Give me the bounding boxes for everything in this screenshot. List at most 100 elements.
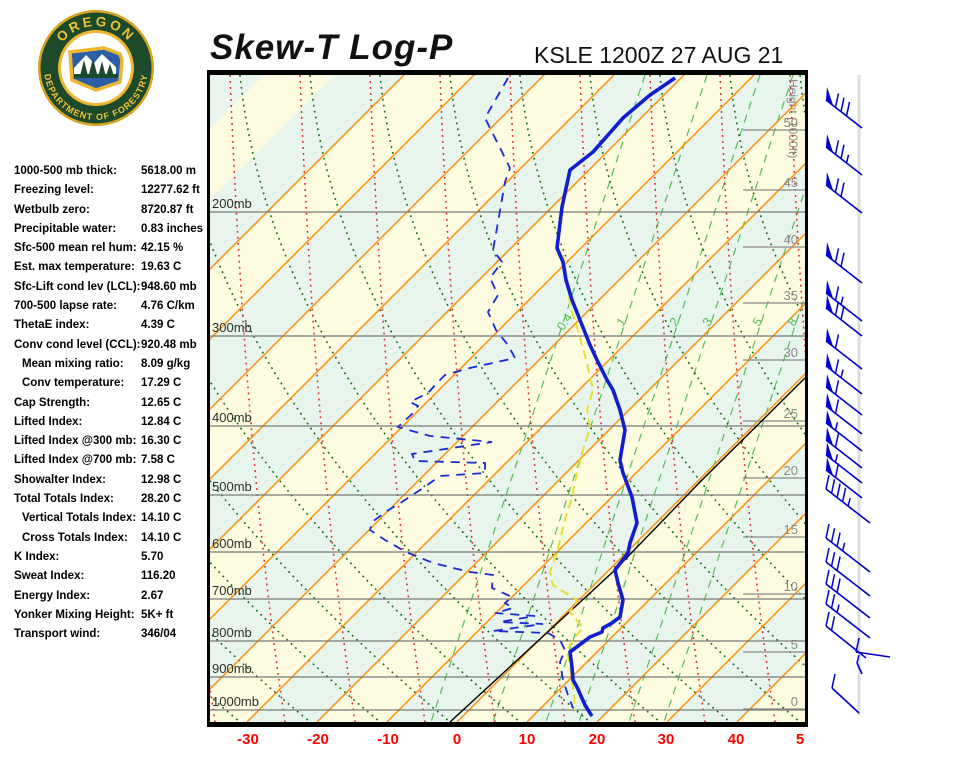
isotherm-line	[316, 233, 805, 722]
wind-barb-panel	[825, 75, 891, 715]
wind-barb	[825, 427, 863, 469]
index-label: Conv cond level (CCL):	[14, 338, 141, 351]
index-row: Lifted Index @300 mb: 16.30 C	[14, 433, 210, 452]
pressure-label: 400mb	[212, 410, 252, 425]
index-row: Lifted Index: 12.84 C	[14, 414, 210, 433]
wetbulb-profile	[548, 254, 595, 711]
moist-adiabat-line	[369, 75, 426, 722]
index-value: 116.20	[141, 570, 176, 583]
x-axis-label: 5	[795, 731, 805, 748]
index-value: 42.15 %	[141, 242, 184, 255]
pressure-label: 800mb	[212, 625, 252, 640]
isotherm-line	[246, 163, 805, 722]
station-datetime: KSLE 1200Z 27 AUG 21	[534, 42, 784, 68]
pressure-label: 700mb	[212, 583, 252, 598]
index-row: Freezing level: 12277.62 ft	[14, 182, 210, 201]
dry-adiabat-line	[659, 75, 805, 436]
odf-logo: OREGON DEPARTMENT OF FORESTRY	[38, 10, 154, 126]
index-row: Lifted Index @700 mb: 7.58 C	[14, 452, 210, 471]
index-row: Precipitable water: 0.83 inches	[14, 221, 210, 240]
isotherm-line	[526, 443, 805, 722]
index-label: Cap Strength:	[14, 396, 91, 409]
index-value: 12277.62 ft	[141, 184, 200, 197]
index-row: 700-500 lapse rate: 4.76 C/km	[14, 298, 210, 317]
wind-barb	[825, 474, 871, 524]
isotherm-line	[210, 75, 615, 480]
wind-barb	[825, 134, 863, 176]
index-value: 4.39 C	[141, 319, 175, 332]
moist-adiabat-line	[299, 75, 356, 722]
index-row: Sfc-500 mean rel hum: 42.15 %	[14, 240, 210, 259]
mixing-ratio-line	[628, 187, 805, 722]
index-value: 8720.87 ft	[141, 203, 194, 216]
index-value: 5618.00 m	[141, 165, 196, 177]
height-label: 40	[783, 232, 798, 247]
index-row: Cap Strength: 12.65 C	[14, 395, 210, 414]
dry-adiabat-line	[519, 75, 805, 600]
wind-barb	[825, 353, 863, 395]
mixing-ratio-line	[492, 75, 708, 722]
height-axis-title-line1: Height	[786, 79, 800, 114]
index-label: Lifted Index @300 mb:	[14, 435, 137, 448]
wind-barb	[825, 295, 863, 337]
height-label: 50	[783, 115, 798, 130]
isotherm-line	[210, 75, 685, 550]
dry-adiabat-line	[239, 75, 661, 722]
index-row: Sweat Index: 116.20	[14, 568, 210, 587]
moist-adiabat-line	[649, 75, 706, 722]
skewt-plot-area: Height (1000ft) 200mb 300mb 400mb 500mb 600m…	[207, 70, 808, 727]
index-value: 948.60 mb	[141, 280, 197, 293]
index-label: Wetbulb zero:	[14, 203, 90, 216]
height-label: 5	[790, 637, 798, 652]
index-value: 19.63 C	[141, 261, 182, 274]
x-axis-label: -10	[377, 731, 399, 748]
isotherm-line	[386, 303, 805, 722]
wind-barb	[856, 654, 863, 675]
index-label: Yonker Mixing Height:	[14, 608, 135, 621]
height-label: 15	[783, 522, 798, 537]
index-label: K Index:	[14, 550, 60, 563]
index-value: 8.09 g/kg	[141, 357, 191, 370]
pressure-label: 1000mb	[212, 694, 259, 709]
parcel-line	[449, 377, 805, 722]
pressure-label: 300mb	[212, 320, 252, 335]
dry-adiabat-line	[309, 75, 731, 722]
index-value: 2.67	[141, 589, 164, 602]
index-row: Vertical Totals Index: 14.10 C	[14, 510, 210, 529]
wind-barb	[825, 242, 863, 284]
isotherm-line	[210, 75, 545, 410]
isotherm-line	[596, 513, 805, 722]
sounding-indices-panel: 1000-500 mb thick: 5618.00 m Freezing leve…	[14, 163, 210, 645]
index-value: 12.98 C	[141, 473, 182, 486]
index-label: Total Totals Index:	[14, 493, 114, 506]
wind-barb	[825, 328, 863, 370]
dry-adiabat-line	[449, 75, 805, 667]
wind-barb	[831, 673, 860, 714]
height-label: 35	[783, 288, 798, 303]
index-row: Showalter Index: 12.98 C	[14, 472, 210, 491]
mixing-ratio-line	[578, 75, 794, 722]
index-label: Mean mixing ratio:	[22, 357, 124, 370]
index-row: Yonker Mixing Height: 5K+ ft	[14, 607, 210, 626]
dry-adiabat-line	[210, 379, 521, 722]
height-label: 20	[783, 463, 798, 478]
index-label: Sfc-Lift cond lev (LCL):	[14, 280, 141, 293]
x-axis-label: 0	[452, 731, 462, 748]
isotherm-line	[456, 373, 805, 722]
temperature-profile	[555, 76, 677, 717]
height-label: 10	[783, 579, 798, 594]
height-axis-title-line2: (1000ft)	[786, 117, 800, 159]
height-label: 0	[790, 694, 798, 709]
wind-barb	[825, 374, 863, 416]
index-row: Cross Totals Index: 14.10 C	[14, 530, 210, 549]
mixing-ratio-line	[545, 75, 761, 722]
pressure-label: 200mb	[212, 196, 252, 211]
index-label: Precipitable water:	[14, 222, 117, 235]
index-label: Lifted Index @700 mb:	[14, 454, 137, 467]
index-value: 4.76 C/km	[141, 300, 195, 313]
index-value: 920.48 mb	[141, 338, 197, 351]
isotherm-line	[666, 583, 805, 722]
wind-barb	[825, 442, 863, 484]
isotherm-line	[210, 93, 805, 690]
height-label: 30	[783, 345, 798, 360]
